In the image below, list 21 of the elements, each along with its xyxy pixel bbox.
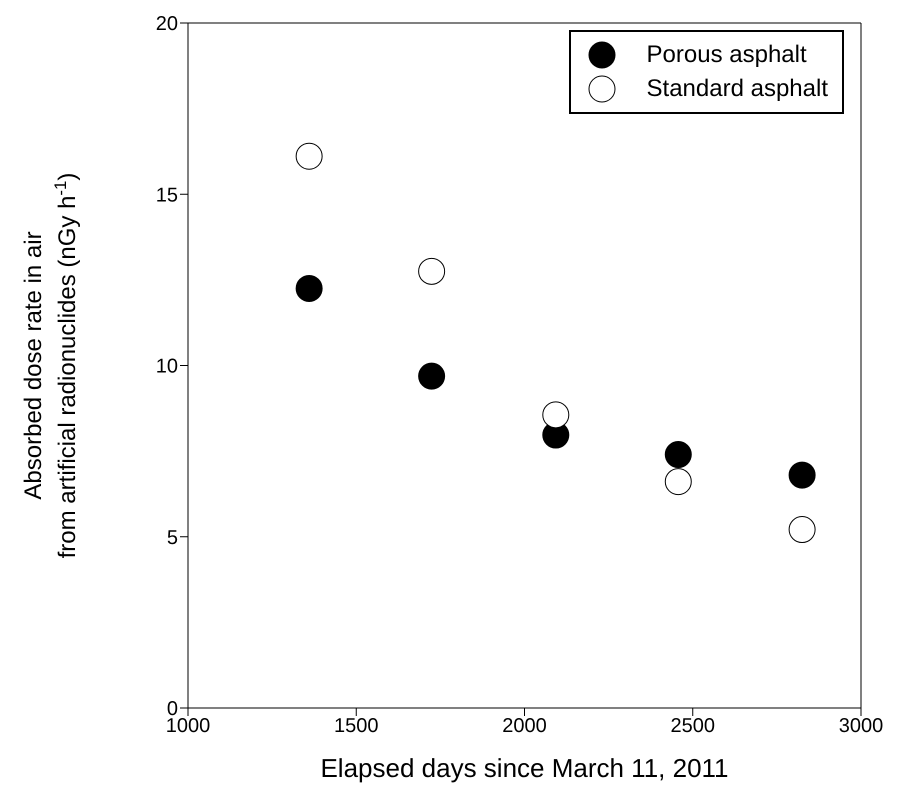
y-tick-label: 20 <box>156 13 178 36</box>
point <box>788 516 816 544</box>
point <box>542 401 570 428</box>
point <box>418 362 446 390</box>
x-tick-label: 2000 <box>502 715 547 738</box>
point <box>296 142 323 170</box>
x-axis-title: Elapsed days since March 11, 2011 <box>320 753 729 783</box>
y-tick-label: 15 <box>156 184 178 206</box>
point <box>296 274 323 302</box>
y-tick-label: 5 <box>166 526 178 549</box>
y-tick-label: 10 <box>156 356 178 378</box>
point <box>418 258 446 285</box>
legend-label: Standard asphalt <box>646 75 828 103</box>
x-tick-label: 2500 <box>670 715 715 738</box>
x-tick-label: 1000 <box>166 715 210 738</box>
point <box>788 462 816 489</box>
point <box>664 468 692 496</box>
x-tick-label: 3000 <box>838 715 884 738</box>
point <box>664 441 692 468</box>
legend-label: Porous asphalt <box>646 41 807 69</box>
x-tick-label: 1500 <box>334 715 378 738</box>
